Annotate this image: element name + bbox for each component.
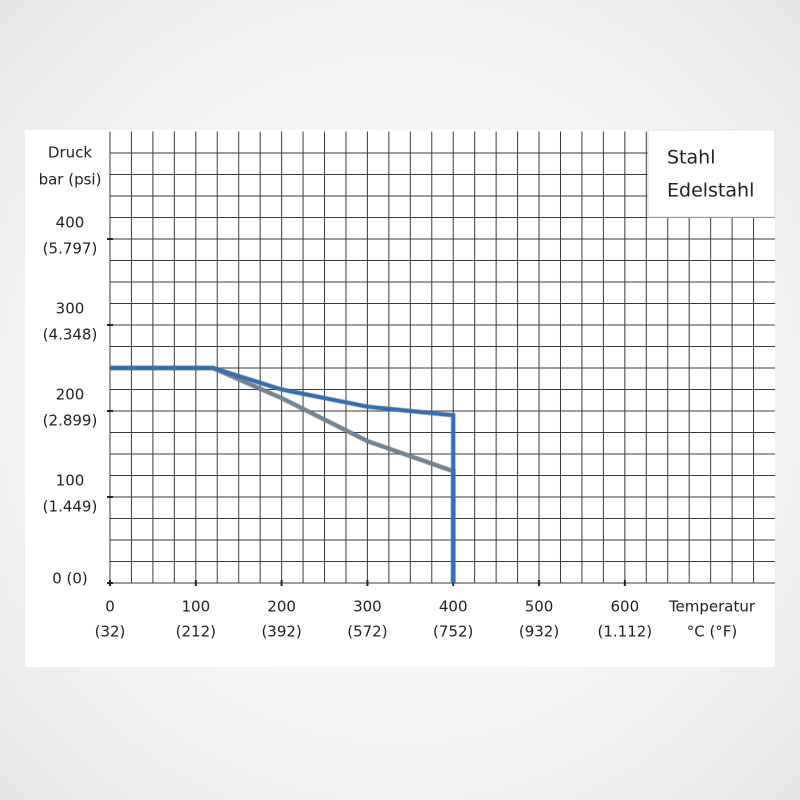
x-tick-sublabel: (32): [95, 623, 126, 641]
x-tick-sublabel: (752): [433, 623, 473, 641]
labels: Druck bar (psi) Temperatur °C (°F) 0 (32)…: [39, 144, 756, 641]
x-title: Temperatur: [668, 598, 756, 616]
chart-background: [25, 130, 775, 667]
grid: [107, 131, 775, 586]
y-tick-label: 200: [56, 386, 85, 404]
plot: [110, 365, 456, 583]
y-title: Druck: [48, 144, 92, 162]
legend-box: [647, 129, 776, 218]
x-tick-label: 200: [267, 598, 296, 616]
legend-label: Stahl: [667, 147, 715, 169]
y-tick-sublabel: (5.797): [43, 240, 98, 258]
x-tick-label: 600: [611, 598, 640, 616]
x-tick-label: 0: [105, 598, 115, 616]
y-tick-sublabel: (1.449): [43, 498, 98, 516]
x-tick-sublabel: (392): [261, 623, 301, 641]
y-tick-label: 100: [56, 472, 85, 490]
y-tick-label: 400: [56, 214, 85, 232]
x-tick-label: 500: [525, 598, 554, 616]
legend-label: Edelstahl: [667, 180, 754, 202]
x-tick-label: 300: [353, 598, 382, 616]
x-tick-sublabel: (1.112): [598, 623, 653, 641]
y-tick-sublabel: (2.899): [43, 412, 98, 430]
x-tick-label: 400: [439, 598, 468, 616]
y-tick-sublabel: (4.348): [43, 326, 98, 344]
y-title: bar (psi): [39, 171, 102, 189]
y-tick-label: 0 (0): [52, 570, 88, 588]
x-tick-sublabel: (212): [176, 623, 216, 641]
series-line: [110, 366, 455, 583]
y-tick-label: 300: [56, 300, 85, 318]
x-tick-sublabel: (932): [519, 623, 559, 641]
x-tick-label: 100: [181, 598, 210, 616]
x-tick-sublabel: (572): [347, 623, 387, 641]
x-title: °C (°F): [687, 623, 738, 641]
